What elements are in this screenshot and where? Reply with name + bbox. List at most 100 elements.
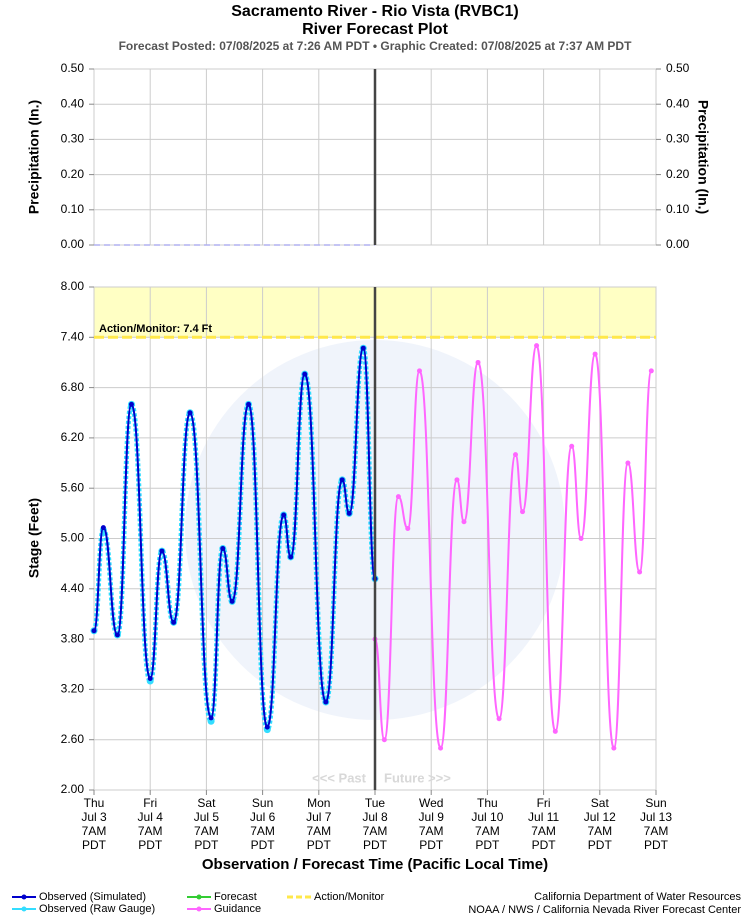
x-tick-label: Jul 8: [362, 810, 388, 824]
data-point: [454, 477, 460, 483]
y2-axis-label: Precipitation (In.): [695, 100, 711, 214]
data-point: [625, 460, 631, 466]
x-tick-label: 7AM: [250, 824, 275, 838]
data-point: [405, 525, 411, 531]
data-point: [100, 525, 106, 531]
legend-label: Observed (Simulated): [39, 891, 146, 903]
data-point: [91, 628, 97, 634]
x-tick-label: Sun: [645, 796, 666, 810]
y2-tick-label: 0.20: [666, 167, 690, 181]
annotation: Future >>>: [384, 770, 451, 785]
x-tick-label: PDT: [475, 838, 500, 852]
data-point: [648, 368, 654, 374]
data-point: [360, 345, 366, 351]
legend-marker: [196, 894, 202, 900]
data-point: [339, 477, 345, 483]
y-tick-label: 5.00: [61, 531, 85, 545]
data-point: [552, 728, 558, 734]
y-tick-label: 3.20: [61, 682, 85, 696]
data-point: [187, 410, 193, 416]
data-point: [475, 359, 481, 365]
data-point: [246, 401, 252, 407]
y-axis-label: Stage (Feet): [26, 498, 42, 578]
x-tick-label: Jul 13: [640, 810, 672, 824]
x-tick-label: Jul 6: [250, 810, 276, 824]
y-tick-label: 2.00: [61, 782, 85, 796]
annotation: <<< Past: [312, 770, 367, 785]
x-tick-label: Sat: [591, 796, 610, 810]
x-tick-label: Jul 5: [194, 810, 220, 824]
data-point: [569, 443, 575, 449]
data-point: [220, 546, 226, 552]
x-tick-label: PDT: [363, 838, 388, 852]
x-tick-label: PDT: [82, 838, 107, 852]
y-tick-label: 6.80: [61, 380, 85, 394]
data-point: [323, 699, 329, 705]
data-point: [395, 494, 401, 500]
x-tick-label: Fri: [537, 796, 551, 810]
legend-label: Observed (Raw Gauge): [39, 903, 155, 915]
data-point: [159, 548, 165, 554]
footer: NOAA / NWS / California Nevada River For…: [468, 904, 741, 916]
x-tick-label: Jul 11: [528, 810, 559, 824]
data-point: [288, 554, 294, 560]
x-tick-label: Thu: [477, 796, 498, 810]
data-point: [229, 598, 235, 604]
y2-tick-label: 0.50: [666, 61, 690, 75]
data-point: [496, 716, 502, 722]
legend-marker: [196, 906, 202, 912]
legend-marker: [21, 906, 27, 912]
data-point: [114, 632, 120, 638]
x-tick-label: 7AM: [363, 824, 388, 838]
x-tick-label: 7AM: [138, 824, 163, 838]
data-point: [281, 512, 287, 518]
x-tick-label: 7AM: [644, 824, 669, 838]
x-tick-label: Jul 3: [81, 810, 107, 824]
chart-title: Sacramento River - Rio Vista (RVBC1): [231, 3, 519, 20]
y-tick-label: 2.60: [61, 732, 85, 746]
chart-subtitle: River Forecast Plot: [302, 21, 449, 38]
data-point: [592, 351, 598, 357]
x-tick-label: 7AM: [306, 824, 331, 838]
y-tick-label: 4.40: [61, 581, 85, 595]
x-tick-label: Sat: [197, 796, 216, 810]
threshold-label: Action/Monitor: 7.4 Ft: [99, 323, 212, 335]
y-tick-label: 3.80: [61, 631, 85, 645]
x-tick-label: 7AM: [587, 824, 612, 838]
data-point: [637, 569, 643, 575]
caption: Forecast Posted: 07/08/2025 at 7:26 AM P…: [119, 39, 633, 53]
x-tick-label: Wed: [419, 796, 443, 810]
y-tick-label: 0.00: [61, 237, 85, 251]
data-point: [513, 452, 518, 458]
y-tick-label: 8.00: [61, 279, 85, 293]
data-point: [264, 724, 270, 730]
y-tick-label: 0.40: [61, 96, 85, 110]
x-tick-label: Mon: [307, 796, 330, 810]
legend-label: Action/Monitor: [314, 891, 385, 903]
x-tick-label: Jul 4: [138, 810, 164, 824]
y2-tick-label: 0.40: [666, 96, 690, 110]
y-axis-label: Precipitation (In.): [26, 100, 42, 214]
x-tick-label: PDT: [419, 838, 444, 852]
y2-tick-label: 0.30: [666, 132, 690, 146]
x-tick-label: 7AM: [531, 824, 556, 838]
data-point: [381, 737, 387, 743]
footer: California Department of Water Resources: [534, 891, 741, 903]
data-point: [578, 536, 584, 541]
x-tick-label: Jul 7: [306, 810, 332, 824]
x-tick-label: Tue: [365, 796, 386, 810]
x-tick-label: 7AM: [82, 824, 107, 838]
data-point: [171, 619, 177, 625]
data-point: [438, 745, 444, 751]
x-tick-label: PDT: [307, 838, 332, 852]
x-tick-label: 7AM: [475, 824, 500, 838]
data-point: [611, 745, 617, 751]
legend-label: Guidance: [214, 903, 261, 915]
data-point: [461, 519, 467, 525]
data-point: [416, 368, 422, 374]
y-tick-label: 6.20: [61, 430, 85, 444]
x-tick-label: 7AM: [419, 824, 444, 838]
legend-marker: [21, 894, 27, 900]
x-tick-label: 7AM: [194, 824, 219, 838]
